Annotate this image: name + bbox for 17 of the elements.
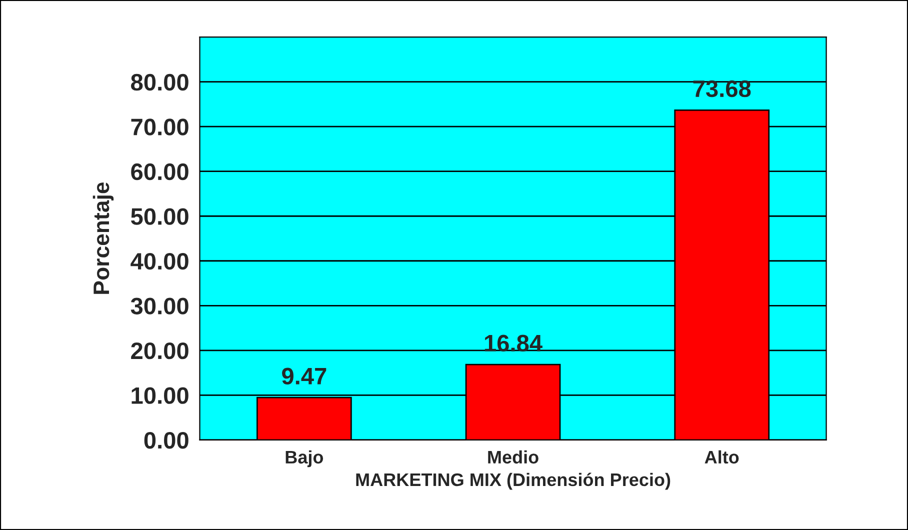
y-tick-label: 10.00 [132,387,188,404]
data-label: 9.47 [282,368,326,385]
y-tick-label: 20.00 [131,342,188,360]
x-tick-label: Alto [704,450,739,464]
y-tick-label: 60.00 [131,163,188,180]
x-axis-title: MARKETING MIX (Dimensión Precio) [356,472,670,490]
x-tick-label: Bajo [286,450,324,468]
y-tick-label: 50.00 [130,208,188,225]
y-tick-label: 0.00 [144,432,188,449]
x-tick-label: Medio [488,450,538,464]
y-tick-label: 30.00 [130,298,188,314]
y-axis-title: Porcentaje [92,182,114,294]
y-tick-label: 80.00 [131,74,188,91]
y-tick-label: 70.00 [131,118,188,136]
data-label: 16.84 [484,334,542,352]
data-label: 73.68 [693,80,751,98]
y-tick-label: 40.00 [130,252,188,270]
